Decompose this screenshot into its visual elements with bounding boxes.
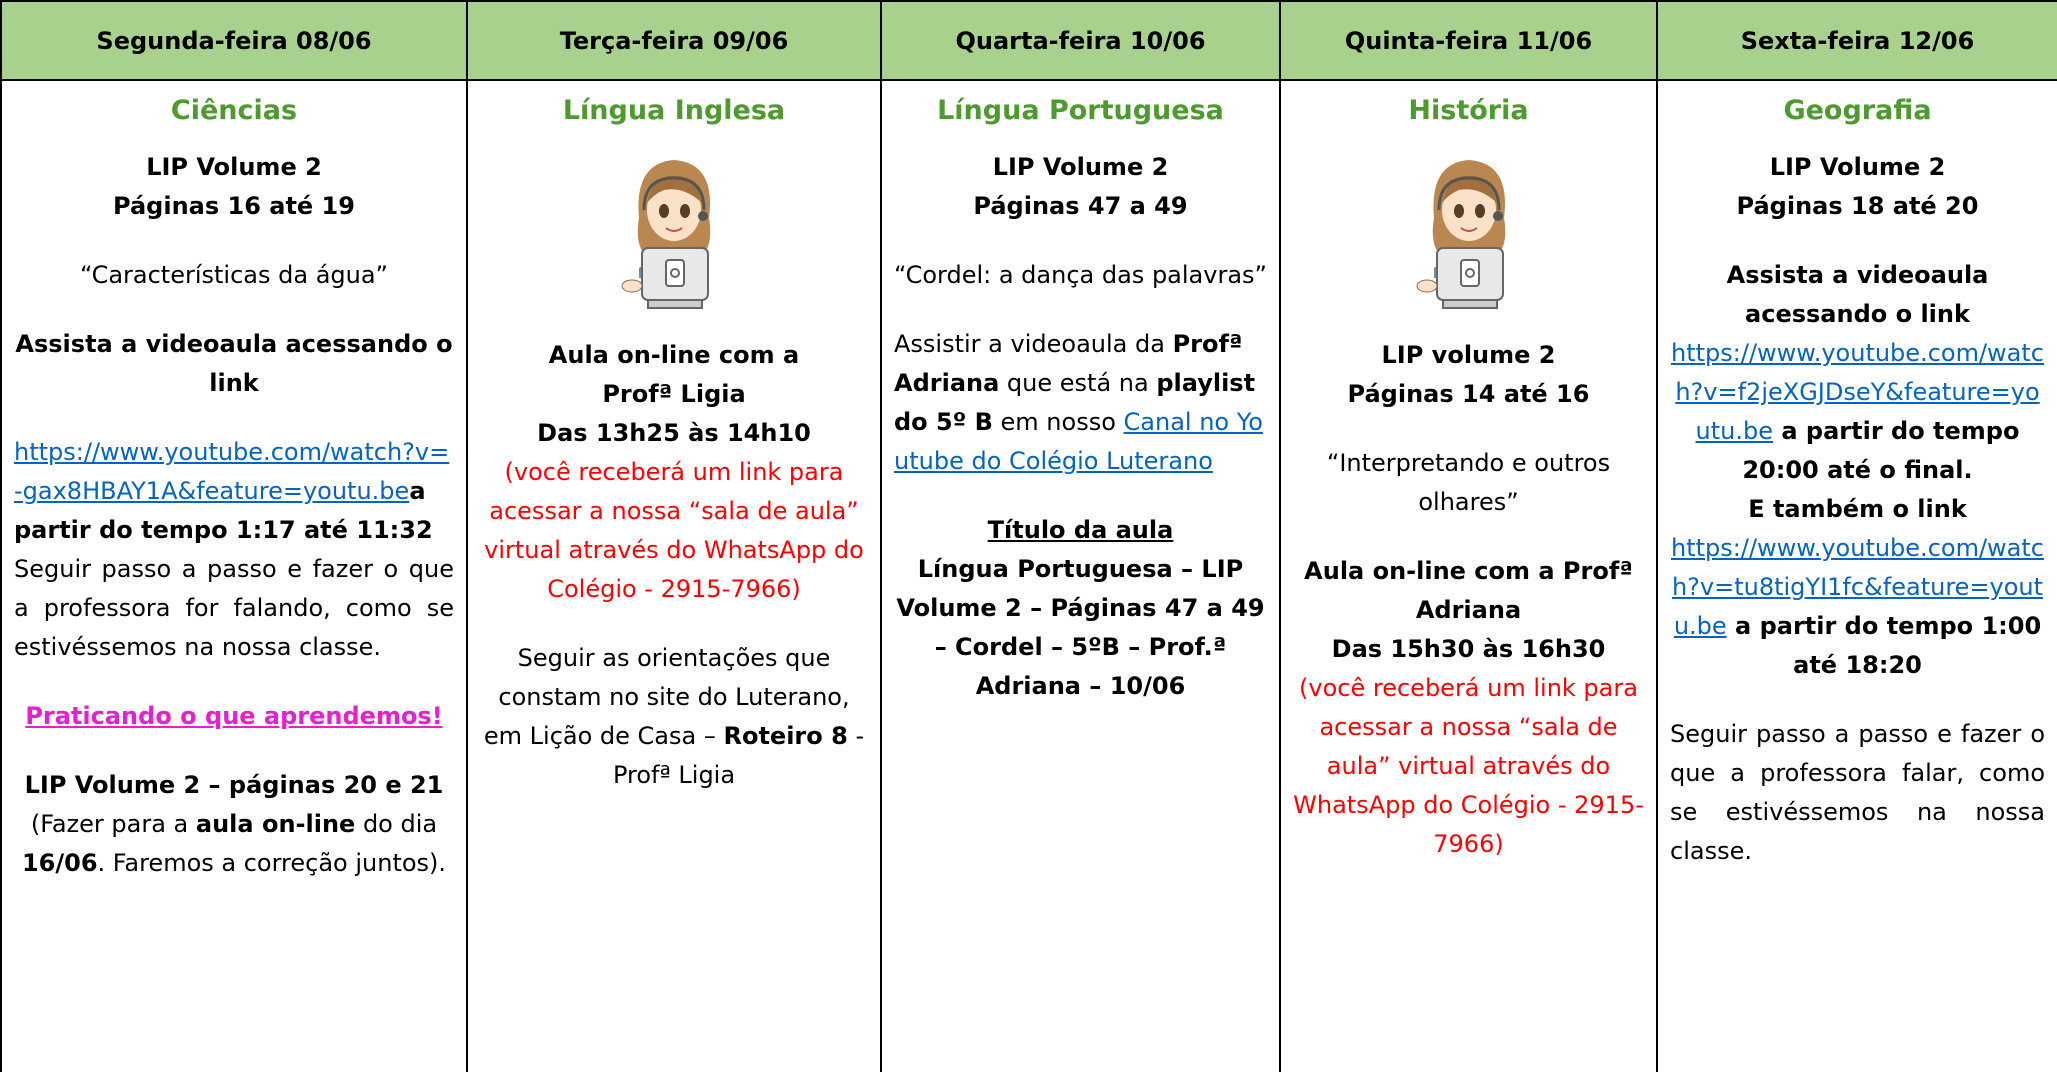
- paragraph: Seguir passo a passo e fazer o que a pro…: [1670, 715, 2045, 871]
- text-run: Aula on-line com a Profª Ligia Das 13h25…: [537, 341, 811, 447]
- text-run: (Fazer para a: [30, 810, 189, 838]
- paragraph: “Interpretando e outros olhares”: [1293, 444, 1644, 522]
- day-cell: História LIP volume 2 Páginas 14 até 16 “…: [1281, 81, 1658, 1072]
- paragraph: Aula on-line com a Profª Adriana Das 15h…: [1293, 552, 1644, 864]
- text-run: Seguir passo a passo e fazer o que a pro…: [14, 555, 454, 661]
- day-header: Quinta-feira 11/06: [1281, 0, 1658, 81]
- text-run: 16/06: [21, 849, 98, 877]
- text-run: - Profª Ligia: [612, 722, 865, 789]
- text-run: “Interpretando e outros olhares”: [1326, 449, 1611, 516]
- day-cell: Ciências LIP Volume 2 Páginas 16 até 19 “C…: [2, 81, 468, 1072]
- text-run: Praticando o que aprendemos!: [25, 702, 443, 730]
- text-run: a partir do tempo 1:00 até 18:20: [1726, 612, 2042, 679]
- text-run: . Faremos a correção juntos).: [97, 849, 447, 877]
- paragraph: LIP volume 2 Páginas 14 até 16: [1293, 336, 1644, 414]
- text-run: a partir do tempo 1:17 até 11:32: [14, 477, 433, 544]
- text-run: LIP Volume 2 – páginas 20 e 21: [24, 771, 444, 799]
- text-run: a partir do tempo 20:00 até o final. E t…: [1742, 417, 2020, 523]
- text-run: Língua Portuguesa – LIP Volume 2 – Págin…: [896, 555, 1265, 700]
- day-header: Terça-feira 09/06: [468, 0, 882, 81]
- text-run: Assista a videoaula acessando o link: [15, 330, 453, 397]
- paragraph: LIP Volume 2 Páginas 16 até 19: [14, 148, 454, 226]
- text-run: do dia: [355, 810, 438, 838]
- day-cell: Geografia LIP Volume 2 Páginas 18 até 20 A…: [1658, 81, 2057, 1072]
- paragraph: https://www.youtube.com/watch?v=-gax8HBA…: [14, 433, 454, 667]
- paragraph: LIP Volume 2 – páginas 20 e 21 (Fazer pa…: [14, 766, 454, 883]
- paragraph: Assista a videoaula acessando o link: [14, 325, 454, 403]
- link[interactable]: Canal no Youtube do Colégio Luterano: [894, 408, 1263, 475]
- day-header: Sexta-feira 12/06: [1658, 0, 2057, 81]
- paragraph: LIP Volume 2 Páginas 47 a 49: [894, 148, 1267, 226]
- subject: Língua Portuguesa: [937, 95, 1224, 126]
- text-run: Roteiro 8: [723, 722, 848, 750]
- paragraph: Praticando o que aprendemos!: [14, 697, 454, 736]
- text-run: Aula on-line com a Profª Adriana Das 15h…: [1304, 557, 1633, 663]
- day-header: Quarta-feira 10/06: [882, 0, 1281, 81]
- text-run: LIP volume 2 Páginas 14 até 16: [1347, 341, 1590, 408]
- paragraph: Título da aula Língua Portuguesa – LIP V…: [894, 511, 1267, 706]
- text-run: Assistir a videoaula da: [894, 330, 1173, 358]
- text-run: LIP Volume 2 Páginas 47 a 49: [973, 153, 1188, 220]
- teacher-avatar: [621, 160, 711, 309]
- subject: Ciências: [170, 95, 298, 126]
- link[interactable]: https://www.youtube.com/watch?v=-gax8HBA…: [14, 438, 450, 505]
- day-header: Segunda-feira 08/06: [2, 0, 468, 81]
- day-cell: Língua Inglesa Aula on-line com a Profª …: [468, 81, 882, 1072]
- paragraph: Assista a videoaula acessando o link htt…: [1670, 256, 2045, 685]
- text-run: “Características da água”: [79, 261, 388, 289]
- text-run: LIP Volume 2 Páginas 16 até 19: [113, 153, 355, 220]
- subject: Língua Inglesa: [562, 95, 786, 126]
- paragraph: LIP Volume 2 Páginas 18 até 20: [1670, 148, 2045, 226]
- link[interactable]: https://www.youtube.com/watch?v=f2jeXGJD…: [1671, 339, 2044, 445]
- paragraph: Seguir as orientações que constam no sit…: [480, 639, 868, 795]
- link[interactable]: https://www.youtube.com/watch?v=tu8tigYI…: [1671, 534, 2044, 640]
- text-run: Seguir passo a passo e fazer o que a pro…: [1670, 720, 2045, 865]
- text-run: aula on-line: [195, 810, 356, 838]
- subject: Geografia: [1783, 95, 1932, 126]
- text-run: “Cordel: a dança das palavras”: [894, 261, 1267, 289]
- paragraph: Assistir a videoaula da Profª Adriana qu…: [894, 325, 1267, 481]
- text-run: Título da aula: [987, 516, 1174, 544]
- subject: História: [1408, 95, 1529, 126]
- teacher-avatar: [1416, 160, 1505, 309]
- text-run: Profª Adriana: [894, 330, 1243, 397]
- text-run: Assista a videoaula acessando o link: [1726, 261, 1989, 328]
- text-run: Seguir as orientações que constam no sit…: [483, 644, 850, 750]
- text-run: em nosso: [992, 408, 1124, 436]
- text-run: (você receberá um link para acessar a no…: [484, 458, 864, 603]
- text-run: playlist do 5º B: [894, 369, 1256, 436]
- text-run: (você receberá um link para acessar a no…: [1293, 674, 1644, 858]
- paragraph: Aula on-line com a Profª Ligia Das 13h25…: [480, 336, 868, 609]
- paragraph: “Características da água”: [14, 256, 454, 295]
- paragraph: “Cordel: a dança das palavras”: [894, 256, 1267, 295]
- day-cell: Língua Portuguesa LIP Volume 2 Páginas 47…: [882, 81, 1281, 1072]
- text-run: LIP Volume 2 Páginas 18 até 20: [1736, 153, 1979, 220]
- text-run: que está na: [999, 369, 1157, 397]
